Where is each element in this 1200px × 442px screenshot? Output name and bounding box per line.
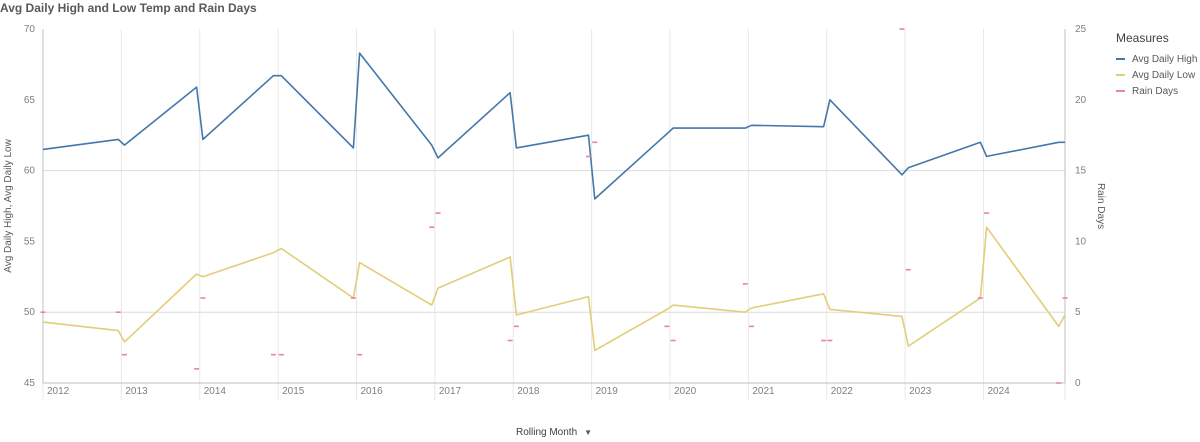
x-tick-label: 2023	[909, 386, 932, 397]
y2-tick-label: 20	[1075, 95, 1087, 106]
legend-label-avg-daily-low: Avg Daily Low	[1132, 69, 1196, 81]
y2-tick-label: 0	[1075, 378, 1081, 389]
y-tick-label: 65	[24, 95, 36, 106]
legend-item-avg-daily-low[interactable]: Avg Daily Low	[1116, 67, 1197, 83]
y2-tick-label: 25	[1075, 24, 1087, 35]
legend-label-avg-daily-high: Avg Daily High	[1132, 53, 1198, 65]
y-tick-label: 45	[24, 378, 36, 389]
chart-title: Avg Daily High and Low Temp and Rain Day…	[0, 1, 257, 15]
x-tick-label: 2012	[47, 386, 70, 397]
x-tick-label: 2020	[674, 386, 697, 397]
x-tick-label: 2024	[987, 386, 1010, 397]
x-tick-label: 2017	[439, 386, 462, 397]
y2-axis-title: Rain Days	[1095, 183, 1106, 229]
y-tick-label: 50	[24, 307, 36, 318]
x-axis-title: Rolling Month	[516, 427, 578, 438]
y2-tick-label: 15	[1075, 166, 1087, 177]
legend-swatch-avg-daily-high	[1116, 58, 1125, 60]
y-axis-title: Avg Daily High, Avg Daily Low	[3, 138, 14, 272]
series-line-avg-daily-low	[42, 226, 1066, 352]
legend-swatch-avg-daily-low	[1116, 74, 1125, 76]
x-tick-label: 2016	[360, 386, 383, 397]
y2-tick-label: 5	[1075, 307, 1081, 318]
legend-label-rain-days: Rain Days	[1132, 85, 1179, 97]
legend: Measures Avg Daily High Avg Daily Low Ra…	[1116, 31, 1197, 99]
y-tick-label: 55	[24, 236, 36, 247]
series-line-avg-daily-high	[42, 52, 1065, 200]
x-tick-label: 2013	[125, 386, 148, 397]
y-tick-label: 60	[24, 166, 36, 177]
x-tick-label: 2014	[204, 386, 227, 397]
caret-down-icon: ▼	[584, 428, 593, 437]
legend-item-rain-days[interactable]: Rain Days	[1116, 83, 1197, 99]
x-axis-dimension-button[interactable]: Rolling Month ▼	[516, 427, 592, 438]
legend-item-avg-daily-high[interactable]: Avg Daily High	[1116, 51, 1197, 67]
x-tick-label: 2015	[282, 386, 305, 397]
x-tick-label: 2018	[517, 386, 540, 397]
legend-title: Measures	[1116, 31, 1169, 45]
y2-tick-label: 10	[1075, 236, 1087, 247]
x-tick-label: 2022	[831, 386, 854, 397]
legend-swatch-rain-days	[1116, 90, 1125, 92]
y-tick-label: 70	[24, 24, 36, 35]
x-tick-label: 2021	[752, 386, 775, 397]
x-tick-label: 2019	[596, 386, 619, 397]
